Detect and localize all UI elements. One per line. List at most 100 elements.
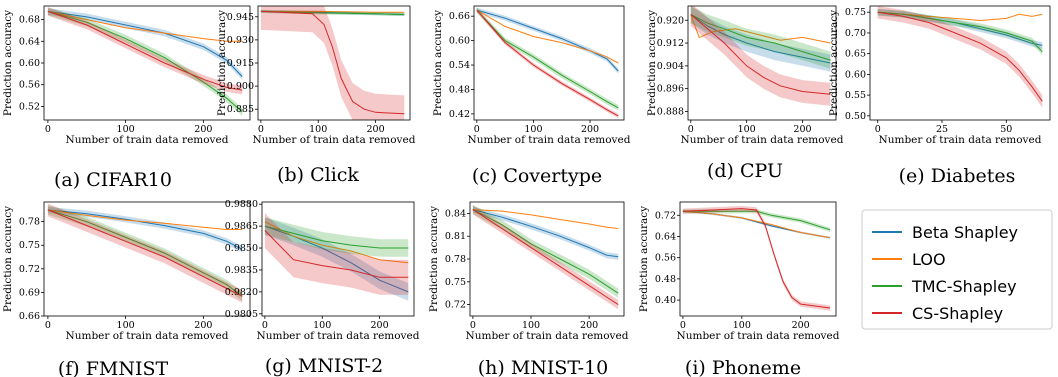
x-axis-label: Number of train data removed: [66, 134, 229, 146]
axes-frame: [687, 5, 837, 121]
y-tick-label: 0.945: [227, 12, 254, 23]
series-band-cs-shapley: [47, 7, 243, 95]
x-tick-label: 0: [262, 320, 268, 331]
y-tick-label: 0.9820: [225, 287, 258, 298]
panel-caption: (h) MNIST-10: [478, 357, 609, 377]
series-line-tmc-shapley: [682, 210, 831, 231]
y-tick-label: 0.78: [445, 254, 466, 265]
y-tick-label: 0.56: [19, 80, 40, 91]
x-tick-label: 0: [474, 124, 480, 135]
y-tick-label: 0.75: [19, 240, 40, 251]
y-tick-label: 0.9880: [225, 199, 258, 210]
plot-area: [264, 213, 409, 301]
y-axis-label: Prediction accuracy: [638, 206, 650, 312]
y-tick-label: 0.75: [445, 277, 466, 288]
y-tick-label: 0.9865: [225, 221, 258, 232]
y-axis-label: Prediction accuracy: [828, 10, 840, 116]
panel-caption: (e) Diabetes: [899, 165, 1016, 187]
series-line-loo: [682, 210, 831, 239]
y-tick-label: 0.885: [227, 104, 254, 115]
series-line-cs-shapley: [264, 230, 409, 278]
x-tick-label: 100: [117, 124, 135, 135]
y-tick-label: 0.40: [655, 295, 676, 306]
plot-area: [260, 6, 405, 120]
series-line-loo: [476, 9, 619, 64]
y-tick-label: 0.66: [19, 311, 40, 322]
x-tick-label: 50: [1000, 124, 1012, 135]
y-tick-label: 0.915: [227, 58, 254, 69]
panel-caption: (i) Phoneme: [685, 357, 801, 377]
axes-frame: [679, 201, 837, 317]
y-tick-label: 0.64: [655, 231, 676, 242]
x-tick-label: 200: [194, 320, 212, 331]
series-line-beta-shapley: [476, 9, 619, 72]
x-tick-label: 100: [733, 320, 751, 331]
series-band-beta-shapley: [47, 206, 243, 253]
legend-label-cs-shapley: CS-Shapley: [912, 304, 1003, 323]
series-line-loo: [690, 14, 831, 44]
y-axis-label: Prediction accuracy: [216, 10, 228, 116]
x-axis-label: Number of train data removed: [66, 330, 229, 342]
series-band-beta-shapley: [682, 210, 831, 239]
y-tick-label: 0.42: [449, 109, 470, 120]
series-line-tmc-shapley: [472, 209, 619, 294]
x-tick-label: 0: [45, 124, 51, 135]
y-tick-label: 0.60: [19, 58, 40, 69]
series-line-cs-shapley: [260, 10, 405, 115]
series-band-cs-shapley: [476, 8, 619, 118]
series-line-tmc-shapley: [47, 209, 243, 297]
series-line-loo: [47, 209, 243, 230]
y-tick-label: 0.65: [845, 49, 866, 60]
series-line-beta-shapley: [264, 225, 409, 293]
legend-label-loo: LOO: [912, 250, 946, 269]
y-tick-label: 0.888: [657, 106, 684, 117]
y-tick-label: 0.72: [445, 300, 466, 311]
y-tick-label: 0.54: [449, 60, 470, 71]
x-axis-label: Number of train data removed: [257, 330, 420, 342]
plot-area: [877, 6, 1043, 108]
y-tick-label: 0.72: [19, 264, 40, 275]
series-line-cs-shapley: [47, 209, 243, 297]
x-axis-label: Number of train data removed: [677, 330, 840, 342]
x-axis-label: Number of train data removed: [879, 134, 1042, 146]
series-band-cs-shapley: [690, 6, 831, 106]
series-band-cs-shapley: [47, 203, 243, 303]
series-line-cs-shapley: [877, 11, 1043, 102]
series-line-loo: [877, 11, 1043, 22]
x-tick-label: 0: [875, 124, 881, 135]
y-axis-label: Prediction accuracy: [646, 10, 658, 116]
y-tick-label: 0.904: [657, 61, 684, 72]
y-tick-label: 0.72: [655, 210, 676, 221]
y-tick-label: 0.81: [445, 231, 466, 242]
x-tick-label: 200: [792, 320, 810, 331]
x-tick-label: 200: [371, 320, 389, 331]
series-band-cs-shapley: [260, 6, 405, 120]
y-tick-label: 0.69: [19, 287, 40, 298]
series-line-tmc-shapley: [877, 11, 1043, 52]
series-line-cs-shapley: [476, 9, 619, 117]
y-tick-label: 0.900: [227, 81, 254, 92]
x-tick-label: 100: [313, 320, 331, 331]
series-line-loo: [264, 221, 409, 264]
panel-mnist-2: 0.9805 0.9820 0.9835 0.9850 0.9865 0.9880 0 100…: [225, 199, 420, 377]
y-tick-label: 0.75: [845, 7, 866, 18]
series-band-cs-shapley: [264, 213, 409, 295]
panel-caption: (b) Click: [277, 164, 359, 186]
y-tick-label: 0.9805: [225, 309, 258, 320]
y-tick-label: 0.930: [227, 35, 254, 46]
plot-area: [47, 203, 243, 303]
series-line-cs-shapley: [472, 209, 619, 306]
series-band-tmc-shapley: [690, 6, 831, 69]
x-tick-label: 100: [738, 124, 756, 135]
plot-area: [472, 205, 619, 310]
series-line-loo: [260, 10, 405, 13]
y-tick-label: 0.66: [449, 11, 470, 22]
legend-label-beta-shapley: Beta Shapley: [912, 223, 1018, 242]
